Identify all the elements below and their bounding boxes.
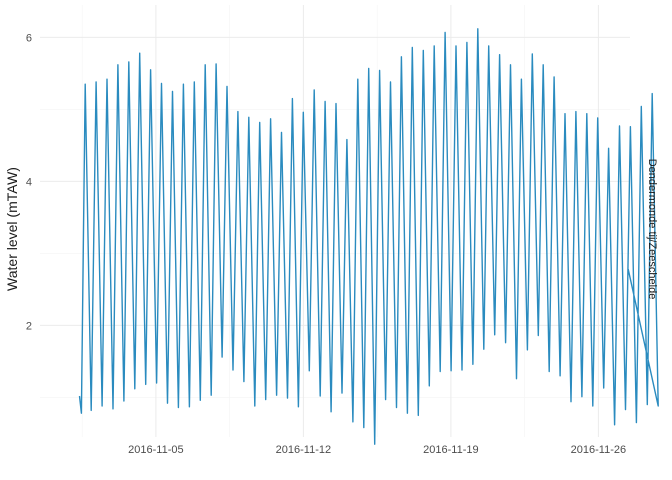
y-tick-label: 4 — [26, 176, 32, 188]
facet-strip-label: Dendermonde tij/Zeeschelde — [646, 159, 658, 300]
x-tick-label: 2016-11-26 — [571, 444, 626, 456]
x-tick-label: 2016-11-19 — [423, 444, 478, 456]
x-tick-label: 2016-11-12 — [276, 444, 331, 456]
y-axis-ticks: 2 4 6 — [26, 32, 32, 332]
water-level-series-line — [78, 28, 659, 445]
y-tick-label: 6 — [26, 32, 32, 44]
y-tick-label: 2 — [26, 320, 32, 332]
y-axis-title: Water level (mTAW) — [4, 167, 20, 291]
x-axis-ticks: 2016-11-05 2016-11-12 2016-11-19 2016-11-26 — [128, 444, 626, 456]
x-tick-label: 2016-11-05 — [128, 444, 183, 456]
